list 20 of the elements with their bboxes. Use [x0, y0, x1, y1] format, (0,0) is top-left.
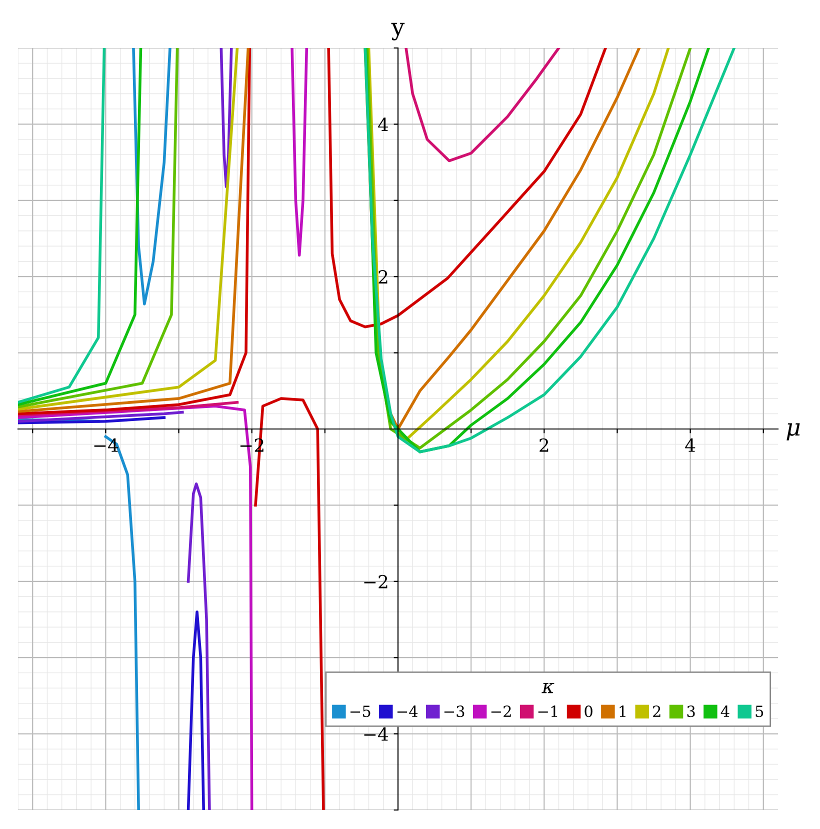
legend-label: −3 — [444, 706, 464, 718]
x-tick-label: 4 — [685, 438, 696, 452]
legend-label: 2 — [653, 706, 660, 717]
y-tick-label: −4 — [364, 727, 388, 741]
legend-label: −1 — [538, 706, 558, 717]
legend-label: −4 — [397, 706, 418, 717]
legend-label: −5 — [350, 706, 370, 718]
legend-label: 3 — [687, 706, 695, 718]
legend-label: 4 — [720, 706, 730, 717]
y-tick-label: 4 — [378, 118, 388, 132]
y-tick-label: −2 — [364, 574, 388, 588]
legend-label: 5 — [756, 706, 764, 718]
legend-label: −2 — [491, 706, 511, 717]
legend-label: 1 — [620, 706, 626, 717]
x-axis-title: μ — [786, 423, 800, 440]
y-axis-title: y — [391, 22, 405, 40]
legend-title: κ — [542, 683, 554, 694]
x-tick-label: 2 — [540, 438, 548, 452]
y-tick-label: 2 — [378, 270, 388, 284]
legend-label: 0 — [584, 706, 592, 718]
